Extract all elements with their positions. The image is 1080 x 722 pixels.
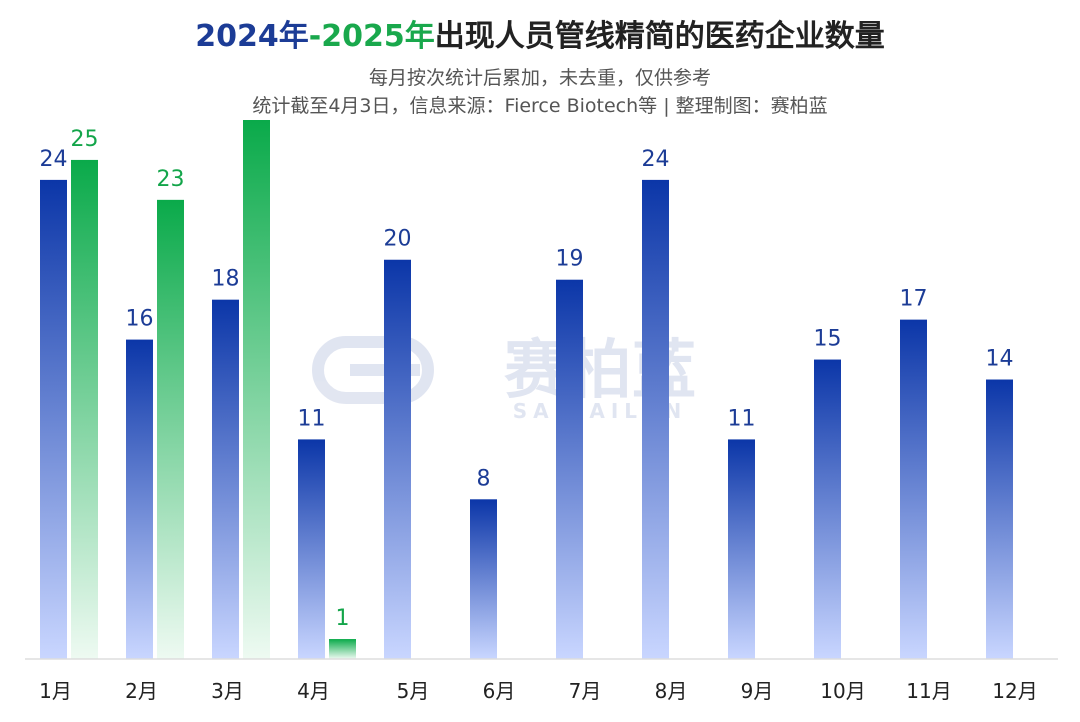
bar-2024-12 bbox=[986, 379, 1013, 659]
data-label-2024-11: 17 bbox=[900, 287, 928, 312]
subtitle-note: 每月按次统计后累加，未去重，仅供参考 bbox=[369, 67, 711, 89]
bars-group bbox=[40, 120, 1013, 660]
data-label-2024-8: 24 bbox=[642, 147, 670, 172]
x-tick-label-9: 9月 bbox=[741, 679, 774, 703]
data-label-2025-2: 23 bbox=[157, 167, 185, 192]
x-tick-label-10: 10月 bbox=[820, 679, 865, 703]
title-rest: 出现人员管线精简的医药企业数量 bbox=[435, 19, 885, 54]
bar-2024-9 bbox=[728, 439, 755, 659]
bar-2024-2 bbox=[126, 339, 153, 659]
watermark: 赛柏蓝 SAIBAILAN bbox=[312, 334, 696, 423]
bar-2024-11 bbox=[900, 319, 927, 659]
bar-2025-3 bbox=[243, 120, 270, 659]
data-label-2024-5: 20 bbox=[384, 227, 412, 252]
title-year-2024: 2024年 bbox=[195, 19, 309, 54]
x-tick-label-2: 2月 bbox=[125, 679, 158, 703]
x-tick-label-3: 3月 bbox=[211, 679, 244, 703]
data-label-2024-10: 15 bbox=[814, 327, 842, 352]
data-label-2024-1: 24 bbox=[40, 147, 68, 172]
bar-2025-2 bbox=[157, 199, 184, 659]
x-tick-label-7: 7月 bbox=[569, 679, 602, 703]
x-tick-label-12: 12月 bbox=[992, 679, 1037, 703]
x-tick-labels: 1月 2月 3月 4月 5月 6月 7月 8月 9月 10月 11月 12月 bbox=[39, 679, 1038, 703]
x-tick-label-8: 8月 bbox=[655, 679, 688, 703]
bar-2024-6 bbox=[470, 499, 497, 659]
data-label-2024-2: 16 bbox=[126, 307, 154, 332]
bar-2024-5 bbox=[384, 259, 411, 659]
bar-2024-4 bbox=[298, 439, 325, 659]
subtitle-source: 统计截至4月3日，信息来源：Fierce Biotech等 | 整理制图：赛柏蓝 bbox=[252, 95, 827, 117]
x-tick-label-4: 4月 bbox=[297, 679, 330, 703]
data-label-2024-3: 18 bbox=[212, 267, 240, 292]
bar-2024-8 bbox=[642, 179, 669, 659]
bar-2024-3 bbox=[212, 299, 239, 659]
x-tick-label-6: 6月 bbox=[483, 679, 516, 703]
watermark-logo-outer bbox=[312, 336, 434, 404]
title-dash: - bbox=[309, 19, 321, 54]
data-label-2024-7: 19 bbox=[556, 247, 584, 272]
bar-2025-4 bbox=[329, 639, 356, 659]
data-label-2024-6: 8 bbox=[477, 466, 491, 491]
title-year-2025: 2025年 bbox=[321, 19, 435, 54]
data-label-2024-9: 11 bbox=[728, 406, 756, 431]
data-label-2024-4: 11 bbox=[298, 406, 326, 431]
data-label-2024-12: 14 bbox=[986, 347, 1014, 372]
x-tick-label-5: 5月 bbox=[397, 679, 430, 703]
bar-2024-7 bbox=[556, 279, 583, 659]
bar-2025-1 bbox=[71, 159, 98, 660]
data-label-2025-1: 25 bbox=[71, 127, 99, 152]
x-tick-label-11: 11月 bbox=[906, 679, 951, 703]
x-tick-label-1: 1月 bbox=[39, 679, 72, 703]
data-label-2025-4: 1 bbox=[336, 606, 350, 631]
bar-2024-1 bbox=[40, 179, 67, 659]
chart-title: 2024年-2025年出现人员管线精简的医药企业数量 bbox=[195, 19, 884, 54]
bar-2024-10 bbox=[814, 359, 841, 659]
